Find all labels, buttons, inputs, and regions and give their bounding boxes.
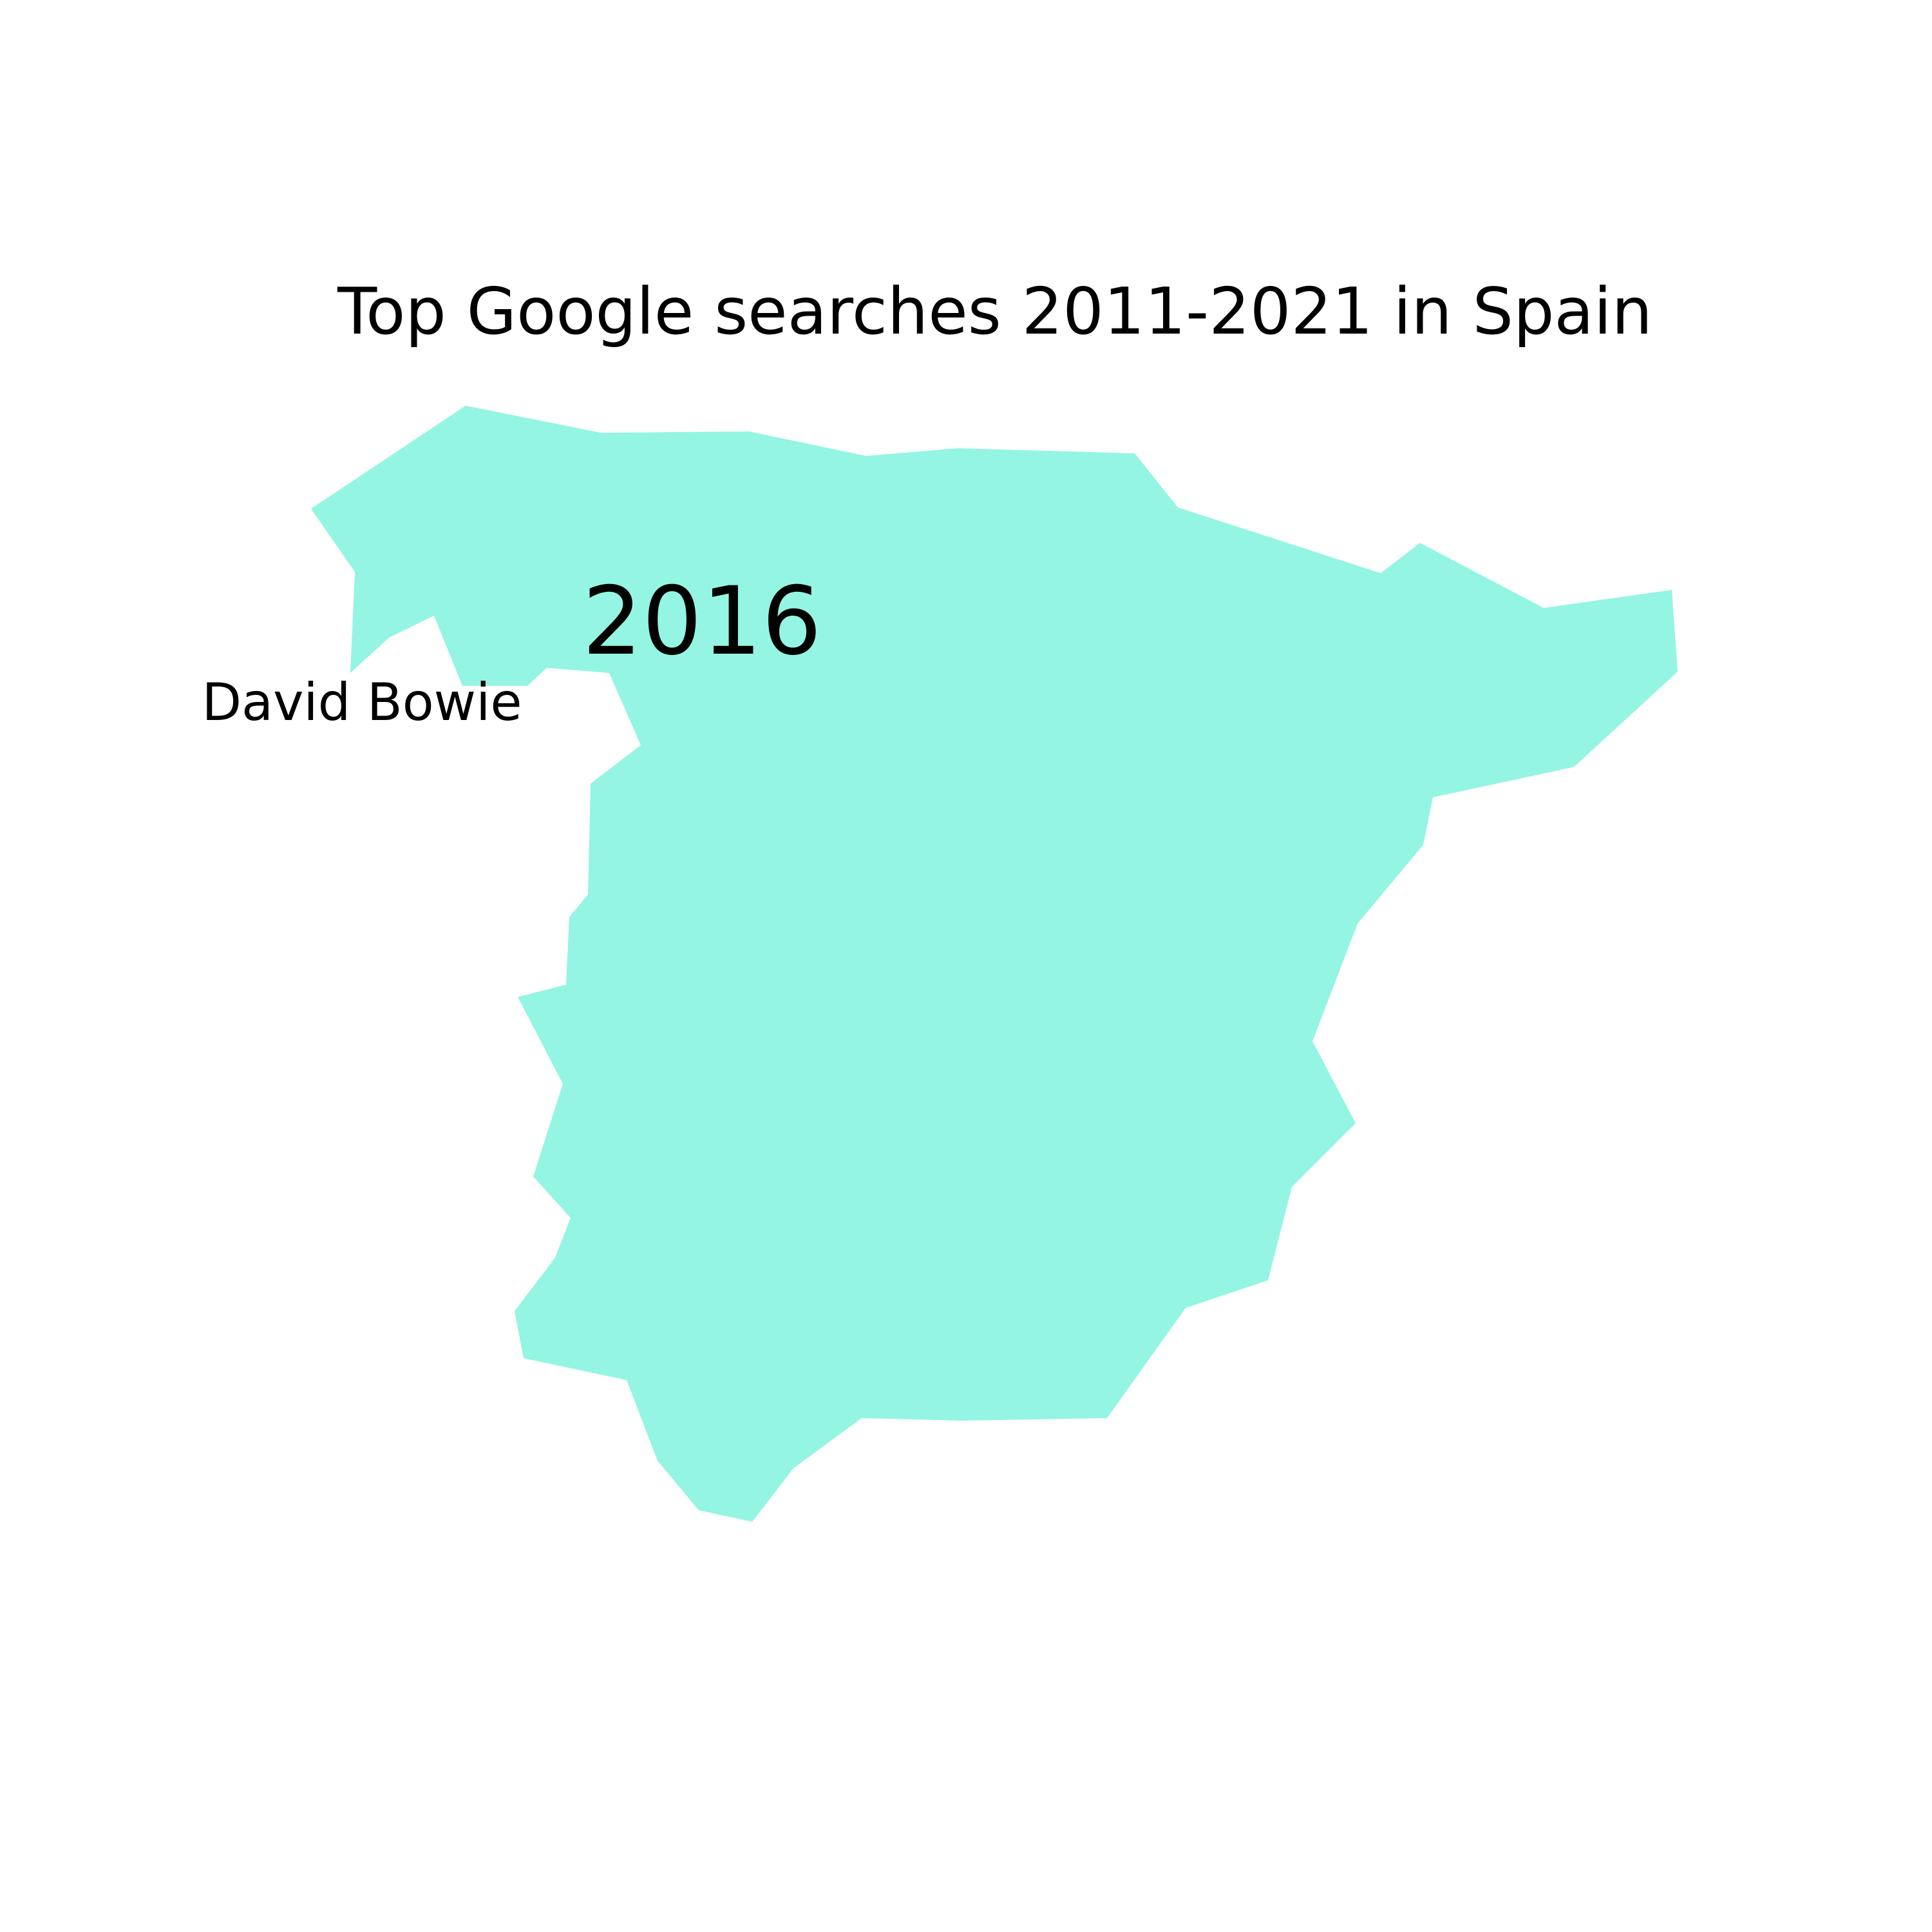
top-search-label: David Bowie [202,672,522,732]
spain-region-shape [311,406,1678,1522]
map-title: Top Google searches 2011-2021 in Spain [337,274,1653,349]
year-label: 2016 [582,567,822,676]
